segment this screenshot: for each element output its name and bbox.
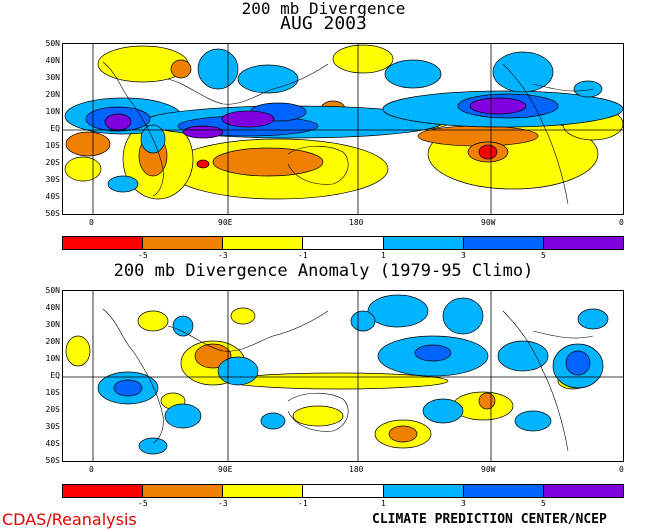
colorbar-label: -1 bbox=[298, 251, 308, 260]
lat-label: 50N bbox=[45, 286, 60, 295]
colorbar-segment bbox=[223, 485, 304, 497]
colorbar-label: 1 bbox=[381, 251, 386, 260]
colorbar-label: 5 bbox=[541, 499, 546, 508]
lat-label: 20S bbox=[45, 405, 60, 414]
colorbar-segment bbox=[223, 237, 304, 249]
lon-label: 0 bbox=[89, 218, 94, 227]
colorbar-segment bbox=[463, 485, 544, 497]
lat-label: 20N bbox=[45, 337, 60, 346]
lat-label: 40N bbox=[45, 56, 60, 65]
lat-label: 30S bbox=[45, 175, 60, 184]
divergence-map bbox=[62, 43, 624, 215]
lat-label: 10N bbox=[45, 354, 60, 363]
colorbar-label: 3 bbox=[461, 251, 466, 260]
colorbar-segment bbox=[143, 237, 224, 249]
colorbar-segment bbox=[63, 237, 144, 249]
anomaly-map bbox=[62, 290, 624, 462]
lat-label: 40N bbox=[45, 303, 60, 312]
lat-label: 10S bbox=[45, 141, 60, 150]
colorbar-segment bbox=[383, 237, 464, 249]
lat-label: EQ bbox=[50, 371, 60, 380]
map-title: 200 mb Divergence bbox=[241, 0, 406, 18]
colorbar-label: -5 bbox=[138, 499, 148, 508]
anomaly-title: 200 mb Divergence Anomaly (1979-95 Climo… bbox=[113, 261, 534, 281]
colorbar-segment bbox=[63, 485, 144, 497]
map-date: AUG 2003 bbox=[280, 13, 367, 34]
colorbar-label: 5 bbox=[541, 251, 546, 260]
lat-label: 20N bbox=[45, 90, 60, 99]
lon-label: 0 bbox=[89, 465, 94, 474]
colorbar-segment bbox=[543, 237, 623, 249]
lon-label: 180 bbox=[349, 465, 364, 474]
lat-label: 40S bbox=[45, 439, 60, 448]
lat-label: 30N bbox=[45, 320, 60, 329]
lat-label: 30S bbox=[45, 422, 60, 431]
lat-label: 50S bbox=[45, 456, 60, 465]
colorbar bbox=[62, 484, 624, 498]
lon-label: 90W bbox=[481, 218, 496, 227]
colorbar bbox=[62, 236, 624, 250]
lat-label: EQ bbox=[50, 124, 60, 133]
lat-label: 40S bbox=[45, 192, 60, 201]
colorbar-segment bbox=[383, 485, 464, 497]
lat-label: 30N bbox=[45, 73, 60, 82]
lat-label: 10S bbox=[45, 388, 60, 397]
lat-label: 10N bbox=[45, 107, 60, 116]
colorbar-label: 1 bbox=[381, 499, 386, 508]
data-source-credit: CDAS/Reanalysis bbox=[2, 510, 137, 529]
colorbar-label: -5 bbox=[138, 251, 148, 260]
anomaly-field bbox=[63, 291, 623, 461]
lon-label: 180 bbox=[349, 218, 364, 227]
lon-label: 90E bbox=[218, 218, 233, 227]
colorbar-segment bbox=[303, 237, 384, 249]
lat-label: 50S bbox=[45, 209, 60, 218]
lon-label: 90E bbox=[218, 465, 233, 474]
colorbar-label: -3 bbox=[218, 251, 228, 260]
colorbar-label: -3 bbox=[218, 499, 228, 508]
lon-label: 90W bbox=[481, 465, 496, 474]
lon-label: 0 bbox=[619, 218, 624, 227]
colorbar-label: 3 bbox=[461, 499, 466, 508]
lat-label: 20S bbox=[45, 158, 60, 167]
producer-credit: CLIMATE PREDICTION CENTER/NCEP bbox=[372, 512, 607, 527]
colorbar-segment bbox=[143, 485, 224, 497]
colorbar-segment bbox=[543, 485, 623, 497]
lon-label: 0 bbox=[619, 465, 624, 474]
lat-label: 50N bbox=[45, 39, 60, 48]
colorbar-segment bbox=[463, 237, 544, 249]
divergence-field bbox=[63, 44, 623, 214]
colorbar-segment bbox=[303, 485, 384, 497]
colorbar-label: -1 bbox=[298, 499, 308, 508]
